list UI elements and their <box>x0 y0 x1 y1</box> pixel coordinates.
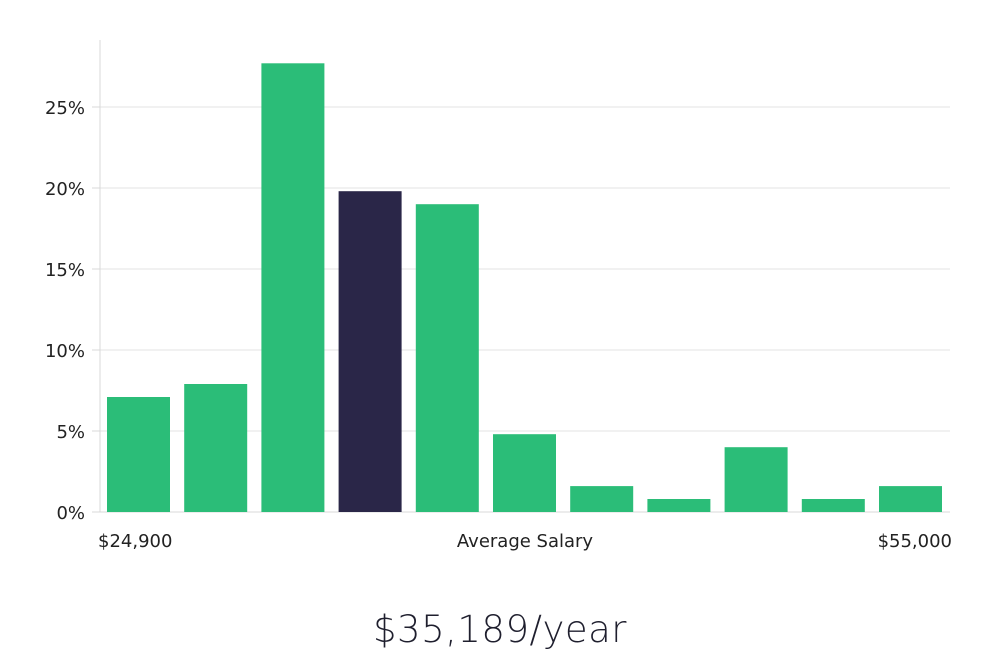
y-tick-label: 25% <box>45 98 85 119</box>
y-tick-label: 5% <box>56 422 85 443</box>
average-salary-value: $35,189/year <box>372 608 627 651</box>
y-axis-ticks: 0% 5% 10% 15% 20% 25% <box>45 98 100 524</box>
bar <box>493 434 556 512</box>
bar <box>724 447 788 512</box>
x-max-label: $55,000 <box>878 531 952 552</box>
y-tick-label: 0% <box>56 503 85 524</box>
x-min-label: $24,900 <box>98 531 172 552</box>
salary-histogram: 0%5%10%15%20%25% $24,900 Average Salary … <box>45 40 952 552</box>
y-tick-label: 15% <box>45 260 85 281</box>
bar-highlighted <box>338 191 402 512</box>
bar <box>107 397 170 512</box>
y-tick-label: 10% <box>45 341 85 362</box>
x-axis-label: Average Salary <box>457 531 594 552</box>
bar <box>261 63 325 513</box>
bar <box>647 499 711 512</box>
bar <box>801 499 865 512</box>
bar <box>879 486 942 512</box>
bar <box>184 384 248 512</box>
bar <box>415 204 479 512</box>
bars <box>107 63 942 513</box>
bar <box>570 486 634 512</box>
y-tick-label: 20% <box>45 179 85 200</box>
